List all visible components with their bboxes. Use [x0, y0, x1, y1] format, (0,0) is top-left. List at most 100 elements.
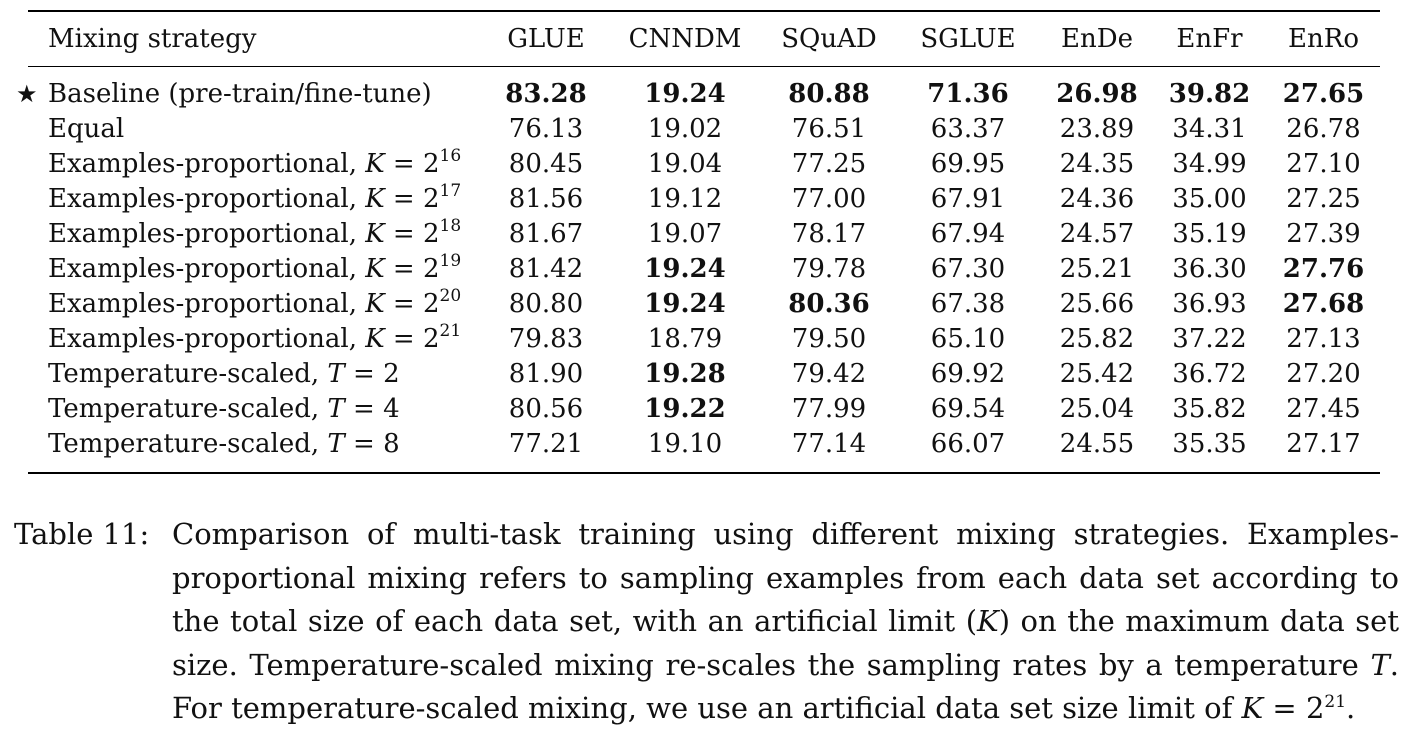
table-cell: 19.24 [644, 79, 726, 109]
row-label-label: Equal [48, 114, 125, 144]
row-label-label-var: K [365, 289, 385, 319]
star-icon: ★ [16, 80, 38, 108]
table-cell: 26.78 [1286, 114, 1361, 144]
column-header: Mixing strategy [48, 24, 257, 54]
table-cell: 27.39 [1286, 219, 1361, 249]
table-cell: 77.14 [791, 429, 867, 459]
row-label-exponent: 20 [439, 286, 462, 306]
caption-label: Table 11: [14, 517, 150, 551]
table-cell: 37.22 [1172, 324, 1247, 354]
table-cell: 67.91 [930, 184, 1006, 214]
row-label-exponent: 19 [439, 251, 462, 271]
row-label: Examples-proportional, K = 216 [28, 147, 486, 182]
table-cell: 77.21 [508, 429, 584, 459]
table-cell: 25.42 [1059, 359, 1135, 389]
table-cell: 77.25 [791, 149, 867, 179]
caption-segment: Comparison of multi-task training using … [172, 517, 1399, 638]
row-label-label-op: = [384, 149, 423, 179]
table-cell: 27.10 [1286, 149, 1361, 179]
row-label-exponent: 16 [439, 146, 462, 166]
table-caption: Table 11: Comparison of multi-task train… [14, 513, 1399, 731]
row-label-exponent: 17 [439, 181, 462, 201]
table-cell: 67.30 [930, 254, 1006, 284]
table-cell: 83.28 [505, 79, 587, 109]
row-label: Temperature-scaled, T = 8 [28, 427, 486, 473]
row-label-label-val: 2 [423, 324, 440, 354]
table-cell: 79.42 [791, 359, 867, 389]
table-cell: 27.45 [1286, 394, 1361, 424]
table-cell: 77.99 [791, 394, 867, 424]
table-cell: 26.98 [1056, 79, 1138, 109]
row-label-label: Examples-proportional, [48, 219, 366, 249]
row-label-label-var: T [327, 429, 345, 459]
table-cell: 66.07 [930, 429, 1006, 459]
table-cell: 35.35 [1172, 429, 1247, 459]
table-cell: 24.55 [1059, 429, 1135, 459]
caption-segment: 21 [1324, 692, 1347, 712]
table-cell: 19.24 [644, 254, 726, 284]
row-label: Equal [28, 112, 486, 147]
row-label-label-var: K [365, 149, 385, 179]
table-cell: 19.10 [647, 429, 723, 459]
table-cell: 19.02 [647, 114, 723, 144]
table-cell: 34.99 [1172, 149, 1247, 179]
caption-segment: ) on the maximum data set size. Temperat… [172, 604, 1400, 682]
table-cell: 25.82 [1059, 324, 1135, 354]
table-cell: 25.21 [1059, 254, 1135, 284]
row-label-label-op: = [344, 359, 384, 389]
row-label-label: Examples-proportional, [48, 149, 366, 179]
table-cell: 80.36 [788, 289, 870, 319]
table-row: Examples-proportional, K = 220 80.80 19.24… [28, 287, 1380, 322]
table-cell: 69.92 [930, 359, 1006, 389]
table-cell: 65.10 [930, 324, 1006, 354]
table-row: Examples-proportional, K = 218 81.67 19.07… [28, 217, 1380, 252]
table-cell: 71.36 [927, 79, 1009, 109]
column-header: SGLUE [920, 24, 1016, 54]
table-row: Examples-proportional, K = 219 81.42 19.24… [28, 252, 1380, 287]
row-label-label: Examples-proportional, [48, 184, 366, 214]
table-cell: 25.66 [1059, 289, 1135, 319]
table-cell: 19.12 [647, 184, 723, 214]
row-label-label-val: 2 [383, 359, 400, 389]
table-cell: 69.95 [930, 149, 1006, 179]
row-label-label-var: T [327, 394, 345, 424]
table-cell: 23.89 [1059, 114, 1135, 144]
column-header: SQuAD [781, 24, 877, 54]
row-label: Examples-proportional, K = 220 [28, 287, 486, 322]
table-cell: 63.37 [930, 114, 1006, 144]
row-label-label-val: 2 [423, 184, 440, 214]
table-cell: 19.24 [644, 289, 726, 319]
row-label-label: Temperature-scaled, [48, 359, 328, 389]
table-cell: 27.68 [1282, 289, 1365, 319]
table-body: ★ Baseline (pre-train/fine-tune) 83.28 19.2… [16, 67, 1380, 473]
table-cell: 76.13 [508, 114, 584, 144]
row-label-label-val: 2 [423, 289, 440, 319]
table-cell: 80.80 [508, 289, 584, 319]
row-label-label-op: = [344, 394, 384, 424]
table-cell: 81.56 [508, 184, 584, 214]
row-label-label-val: 4 [383, 394, 400, 424]
table-row: Equal 76.13 19.02 76.51 63.37 23.89 34.31 26.78 [28, 112, 1380, 147]
table-cell: 81.90 [508, 359, 584, 389]
row-label-label-var: K [365, 184, 385, 214]
row-label-label-var: K [365, 219, 385, 249]
row-label-label-op: = [344, 429, 384, 459]
table-cell: 39.82 [1168, 79, 1251, 109]
table-cell: 19.28 [644, 359, 726, 389]
table-row: Temperature-scaled, T = 4 80.56 19.22 77.99… [28, 392, 1380, 427]
row-label: ★ Baseline (pre-train/fine-tune) [16, 67, 486, 113]
table-cell: 35.00 [1172, 184, 1247, 214]
table-cell: 19.04 [647, 149, 723, 179]
table-cell: 78.17 [791, 219, 867, 249]
table-cell: 80.45 [508, 149, 584, 179]
caption-text: Comparison of multi-task training using … [172, 513, 1399, 731]
caption-segment: K [1241, 691, 1264, 725]
row-label-label-op: = [384, 254, 423, 284]
row-label-label-op: = [384, 219, 423, 249]
table-cell: 79.50 [791, 324, 867, 354]
table-cell: 36.93 [1172, 289, 1247, 319]
row-label-label-val: 2 [423, 219, 440, 249]
mixing-strategy-table: Mixing strategy GLUE CNNDM SQuAD SGLUE EnDe En… [16, 10, 1380, 474]
table-cell: 80.56 [508, 394, 584, 424]
column-header: EnFr [1176, 24, 1243, 54]
